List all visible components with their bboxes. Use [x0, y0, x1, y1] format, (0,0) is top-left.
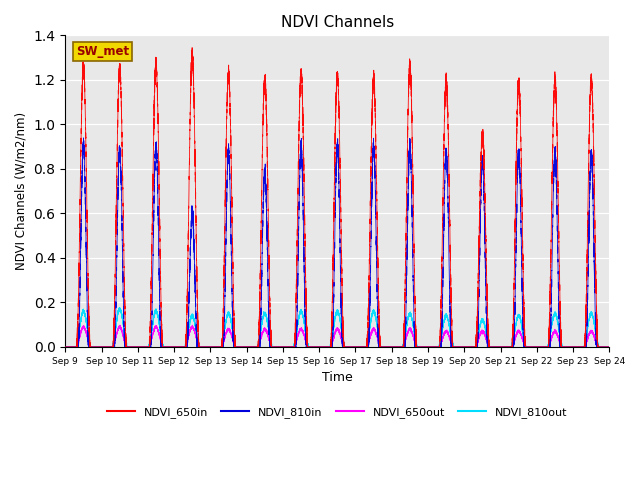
Text: SW_met: SW_met	[76, 45, 129, 58]
Title: NDVI Channels: NDVI Channels	[281, 15, 394, 30]
X-axis label: Time: Time	[322, 371, 353, 384]
Legend: NDVI_650in, NDVI_810in, NDVI_650out, NDVI_810out: NDVI_650in, NDVI_810in, NDVI_650out, NDV…	[102, 402, 572, 422]
Y-axis label: NDVI Channels (W/m2/nm): NDVI Channels (W/m2/nm)	[15, 112, 28, 270]
